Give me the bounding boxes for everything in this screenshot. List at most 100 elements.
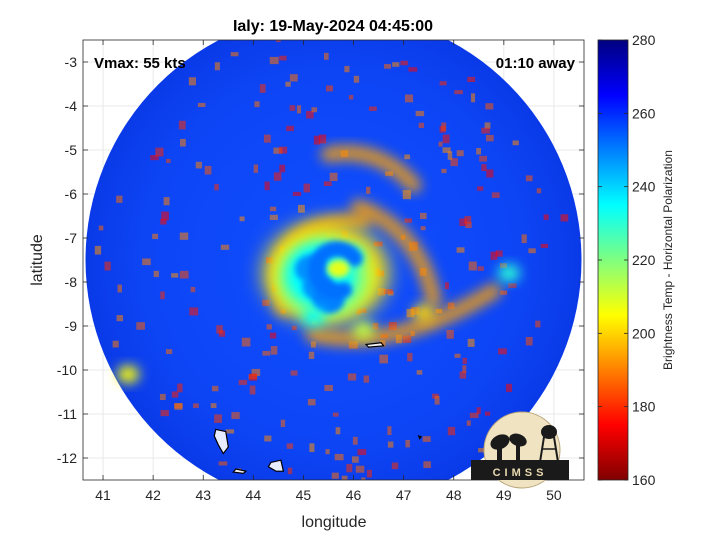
time-away-annotation: 01:10 away (496, 55, 576, 72)
speckle-212 (392, 62, 400, 67)
x-tick-label-6: 47 (396, 487, 412, 503)
speckle-162 (466, 420, 471, 426)
speckle-246 (459, 371, 467, 379)
logo-dish-1 (490, 434, 510, 450)
speckle-158 (303, 183, 311, 193)
speckle-101 (468, 261, 477, 271)
speckle-66 (446, 329, 454, 339)
speckle-42 (355, 465, 365, 473)
x-tick-label-4: 45 (296, 487, 312, 503)
speckle-193 (285, 81, 291, 87)
y-tick-label-9: -12 (57, 450, 77, 466)
speckle-7 (352, 436, 358, 445)
logo-tower-tank (541, 425, 557, 439)
speckle-47 (454, 353, 461, 358)
speckle-34 (450, 158, 458, 167)
speckle-179 (467, 338, 475, 347)
speckle-178 (160, 218, 167, 225)
x-tick-label-8: 49 (496, 487, 512, 503)
convective-feature-8 (117, 365, 140, 384)
speckle-132 (230, 52, 239, 57)
speckle-98 (150, 155, 159, 161)
speckle-3 (351, 456, 359, 463)
y-axis-label: latitude (29, 234, 46, 286)
y-tick-label-0: -3 (65, 54, 78, 70)
colorbar-label: Brightness Temp - Horizontal Polarizatio… (661, 150, 675, 370)
speckle-104 (439, 81, 447, 86)
speckle-45 (332, 412, 339, 417)
speckle-20 (484, 411, 491, 416)
speckle-35 (486, 169, 494, 178)
speckle-169 (225, 429, 235, 434)
speckle-214 (178, 120, 186, 130)
speckle-177 (323, 52, 329, 60)
speckle-79 (366, 469, 372, 478)
y-tick-label-8: -11 (58, 406, 77, 422)
colorbar-ticks: 280 260 240 220 200 180 160 (598, 32, 656, 488)
speckle-161 (347, 373, 357, 381)
y-ticks: -3 -4 -5 -6 -7 -8 -9 -10 -11 -12 (57, 54, 584, 466)
speckle-225 (383, 289, 393, 294)
speckle-250 (210, 403, 217, 408)
speckle-150 (404, 218, 412, 223)
speckle-12 (465, 221, 472, 229)
speckle-54 (384, 64, 391, 69)
speckle-76 (485, 134, 494, 142)
speckle-124 (310, 341, 316, 348)
speckle-160 (485, 103, 494, 110)
speckle-110 (498, 348, 507, 355)
speckle-199 (334, 453, 344, 461)
speckle-216 (405, 439, 410, 448)
speckle-254 (190, 286, 196, 293)
speckle-242 (216, 325, 223, 334)
island-0 (213, 428, 229, 455)
speckle-70 (263, 483, 268, 490)
speckle-209 (116, 195, 123, 203)
speckle-186 (407, 352, 413, 362)
speckle-125 (309, 443, 315, 453)
speckle-39 (528, 248, 536, 254)
speckle-175 (286, 125, 294, 132)
logo-text: CIMSS (493, 467, 548, 479)
speckle-59 (477, 186, 484, 191)
speckle-147 (325, 449, 330, 455)
speckle-37 (171, 391, 179, 398)
speckle-144 (286, 443, 294, 449)
speckle-29 (253, 164, 259, 173)
speckle-166 (297, 204, 305, 213)
speckle-248 (189, 307, 199, 316)
speckle-234 (289, 105, 296, 111)
speckle-67 (402, 190, 411, 200)
speckle-217 (366, 186, 371, 194)
colorbar-tick-label-6: 160 (632, 472, 656, 488)
colorbar-tick-label-1: 260 (632, 105, 656, 121)
speckle-52 (469, 412, 479, 419)
speckle-10 (344, 65, 350, 73)
speckle-129 (420, 212, 427, 219)
speckle-13 (418, 122, 425, 128)
speckle-176 (408, 67, 418, 72)
speckle-253 (269, 56, 279, 65)
colorbar-tick-label-5: 180 (632, 399, 656, 415)
speckle-27 (462, 365, 467, 374)
speckle-57 (326, 85, 334, 92)
island-2 (232, 468, 248, 475)
speckle-197 (441, 122, 447, 132)
speckle-87 (214, 184, 219, 191)
chart-title: Ialy: 19-May-2024 04:45:00 (233, 18, 433, 35)
speckle-211 (197, 102, 206, 107)
speckle-219 (353, 75, 360, 83)
speckle-109 (372, 322, 379, 330)
speckle-123 (479, 155, 488, 162)
cimss-logo: CIMSS (471, 411, 569, 489)
speckle-90 (346, 464, 353, 473)
speckle-153 (270, 346, 278, 355)
island-3 (364, 342, 385, 348)
rainband-2 (350, 199, 442, 308)
x-tick-label-2: 43 (195, 487, 211, 503)
speckle-194 (404, 154, 411, 160)
x-tick-label-5: 46 (346, 487, 362, 503)
speckle-227 (379, 354, 389, 364)
speckle-206 (276, 40, 281, 43)
speckle-233 (434, 395, 440, 405)
